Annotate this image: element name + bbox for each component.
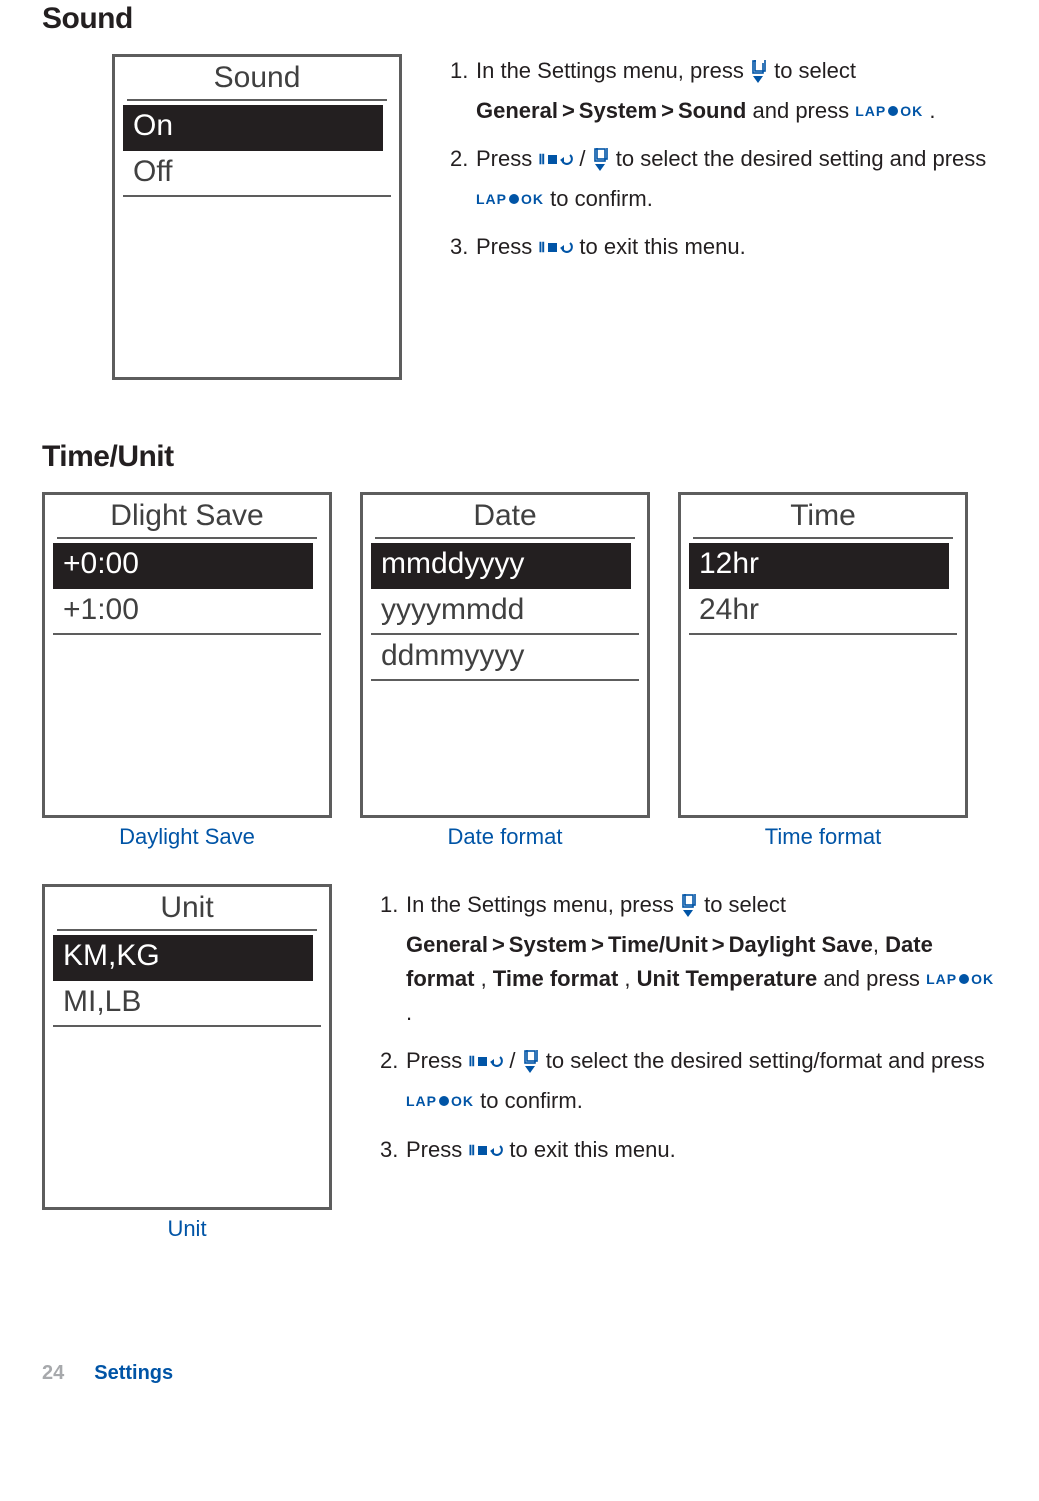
screen-option[interactable]: mmddyyyy bbox=[371, 543, 631, 589]
steps-timeunit: 1. In the Settings menu, press to select… bbox=[380, 888, 997, 1167]
path-item: Unit bbox=[637, 966, 680, 991]
screen-dlight-save: Dlight Save +0:00 +1:00 bbox=[42, 492, 332, 818]
page-down-icon bbox=[750, 60, 768, 94]
path-item: Time/Unit bbox=[608, 932, 708, 957]
lap-ok-icon: LAPOK bbox=[476, 191, 544, 207]
screen-option[interactable]: ddmmyyyy bbox=[371, 635, 639, 681]
lap-ok-icon: LAPOK bbox=[926, 971, 994, 987]
screen-option[interactable]: 12hr bbox=[689, 543, 949, 589]
step-text: and press bbox=[823, 966, 920, 991]
screen-title: Sound bbox=[127, 61, 387, 101]
lap-ok-icon: LAPOK bbox=[855, 103, 923, 119]
screen-option[interactable]: +1:00 bbox=[53, 589, 321, 635]
screen-option-off[interactable]: Off bbox=[123, 151, 391, 197]
path-item: System bbox=[509, 932, 587, 957]
pause-back-icon: Ⅱ bbox=[538, 239, 573, 255]
step-text: In the Settings menu, press bbox=[406, 892, 674, 917]
step-text: Press bbox=[406, 1137, 462, 1162]
footer-section-label: Settings bbox=[94, 1362, 173, 1385]
step-text: Press bbox=[406, 1048, 462, 1073]
path-sound: Sound bbox=[678, 98, 746, 123]
step-1: 1. In the Settings menu, press to select… bbox=[380, 888, 997, 1030]
path-system: System bbox=[579, 98, 657, 123]
screen-unit: Unit KM,KG MI,LB bbox=[42, 884, 332, 1210]
screen-sound: Sound On Off bbox=[112, 54, 402, 380]
step-3: 3. Press Ⅱ to exit this menu. bbox=[380, 1133, 997, 1167]
section-heading-sound: Sound bbox=[42, 2, 997, 36]
section-heading-timeunit: Time/Unit bbox=[42, 440, 997, 474]
lap-ok-icon: LAPOK bbox=[406, 1093, 474, 1109]
screen-title: Unit bbox=[57, 891, 317, 931]
pause-back-icon: Ⅱ bbox=[468, 1142, 503, 1158]
screen-caption: Unit bbox=[42, 1216, 332, 1242]
step-text: to select bbox=[774, 58, 856, 83]
screen-time: Time 12hr 24hr bbox=[678, 492, 968, 818]
steps-sound: 1. In the Settings menu, press to select… bbox=[450, 54, 997, 264]
screen-option[interactable]: KM,KG bbox=[53, 935, 313, 981]
page-down-icon bbox=[680, 894, 698, 928]
path-item: Daylight Save bbox=[729, 932, 873, 957]
page-footer: 24 Settings bbox=[42, 1362, 997, 1415]
step-2: 2. Press Ⅱ / to select the desired setti… bbox=[380, 1044, 997, 1118]
step-text: to exit this menu. bbox=[509, 1137, 675, 1162]
path-item: Temperature bbox=[686, 966, 818, 991]
step-1: 1. In the Settings menu, press to select… bbox=[450, 54, 997, 128]
screen-caption: Date format bbox=[360, 824, 650, 850]
screen-caption: Daylight Save bbox=[42, 824, 332, 850]
path-item: General bbox=[406, 932, 488, 957]
step-text: Press bbox=[476, 234, 532, 259]
path-general: General bbox=[476, 98, 558, 123]
step-text: Press bbox=[476, 146, 532, 171]
screen-option[interactable]: 24hr bbox=[689, 589, 957, 635]
pause-back-icon: Ⅱ bbox=[538, 151, 573, 167]
page-number: 24 bbox=[42, 1362, 64, 1385]
screen-option[interactable]: yyyymmdd bbox=[371, 589, 639, 635]
screen-caption: Time format bbox=[678, 824, 968, 850]
page-down-icon bbox=[592, 148, 610, 182]
screen-date: Date mmddyyyy yyyymmdd ddmmyyyy bbox=[360, 492, 650, 818]
step-text: and press bbox=[753, 98, 850, 123]
step-text: to select bbox=[704, 892, 786, 917]
screen-title: Dlight Save bbox=[57, 499, 317, 539]
screen-option[interactable]: MI,LB bbox=[53, 981, 321, 1027]
screen-title: Date bbox=[375, 499, 635, 539]
step-text: to select the desired setting and press bbox=[616, 146, 987, 171]
step-text: In the Settings menu, press bbox=[476, 58, 744, 83]
step-text: to confirm. bbox=[480, 1088, 583, 1113]
pause-back-icon: Ⅱ bbox=[468, 1053, 503, 1069]
screen-option[interactable]: +0:00 bbox=[53, 543, 313, 589]
step-2: 2. Press Ⅱ / to select the desired setti… bbox=[450, 142, 997, 216]
screen-option-on[interactable]: On bbox=[123, 105, 383, 151]
path-item: Time format bbox=[493, 966, 619, 991]
step-text: to exit this menu. bbox=[579, 234, 745, 259]
screen-title: Time bbox=[693, 499, 953, 539]
step-text: to confirm. bbox=[550, 186, 653, 211]
step-3: 3. Press Ⅱ to exit this menu. bbox=[450, 230, 997, 264]
page-down-icon bbox=[522, 1050, 540, 1084]
step-text: to select the desired setting/format and… bbox=[546, 1048, 985, 1073]
